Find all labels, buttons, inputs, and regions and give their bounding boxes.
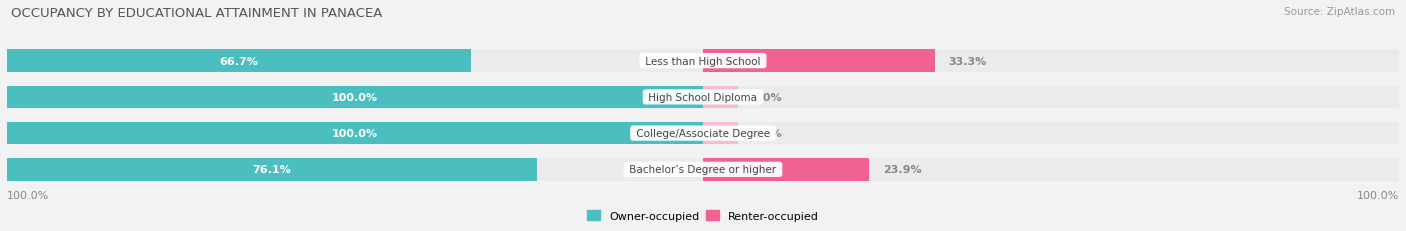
Text: 76.1%: 76.1% xyxy=(253,165,291,175)
Text: 100.0%: 100.0% xyxy=(1357,191,1399,201)
Text: Bachelor’s Degree or higher: Bachelor’s Degree or higher xyxy=(626,165,780,175)
Text: 100.0%: 100.0% xyxy=(7,191,49,201)
Text: 0.0%: 0.0% xyxy=(752,92,782,103)
Text: 23.9%: 23.9% xyxy=(883,165,922,175)
Text: 0.0%: 0.0% xyxy=(752,128,782,139)
Bar xyxy=(7,158,1399,181)
Bar xyxy=(703,86,738,109)
Bar xyxy=(7,86,1399,109)
Text: 100.0%: 100.0% xyxy=(332,128,378,139)
Text: High School Diploma: High School Diploma xyxy=(645,92,761,103)
Text: 66.7%: 66.7% xyxy=(219,56,259,66)
Text: 33.3%: 33.3% xyxy=(949,56,987,66)
Bar xyxy=(7,86,703,109)
Bar xyxy=(7,122,1399,145)
Bar xyxy=(7,50,1399,73)
Bar xyxy=(703,158,869,181)
Legend: Owner-occupied, Renter-occupied: Owner-occupied, Renter-occupied xyxy=(582,206,824,225)
Bar xyxy=(703,50,935,73)
Text: College/Associate Degree: College/Associate Degree xyxy=(633,128,773,139)
Bar xyxy=(7,158,537,181)
Bar xyxy=(7,122,703,145)
Text: 100.0%: 100.0% xyxy=(332,92,378,103)
Bar xyxy=(7,50,471,73)
Text: OCCUPANCY BY EDUCATIONAL ATTAINMENT IN PANACEA: OCCUPANCY BY EDUCATIONAL ATTAINMENT IN P… xyxy=(11,7,382,20)
Bar xyxy=(703,122,738,145)
Text: Less than High School: Less than High School xyxy=(643,56,763,66)
Text: Source: ZipAtlas.com: Source: ZipAtlas.com xyxy=(1284,7,1395,17)
